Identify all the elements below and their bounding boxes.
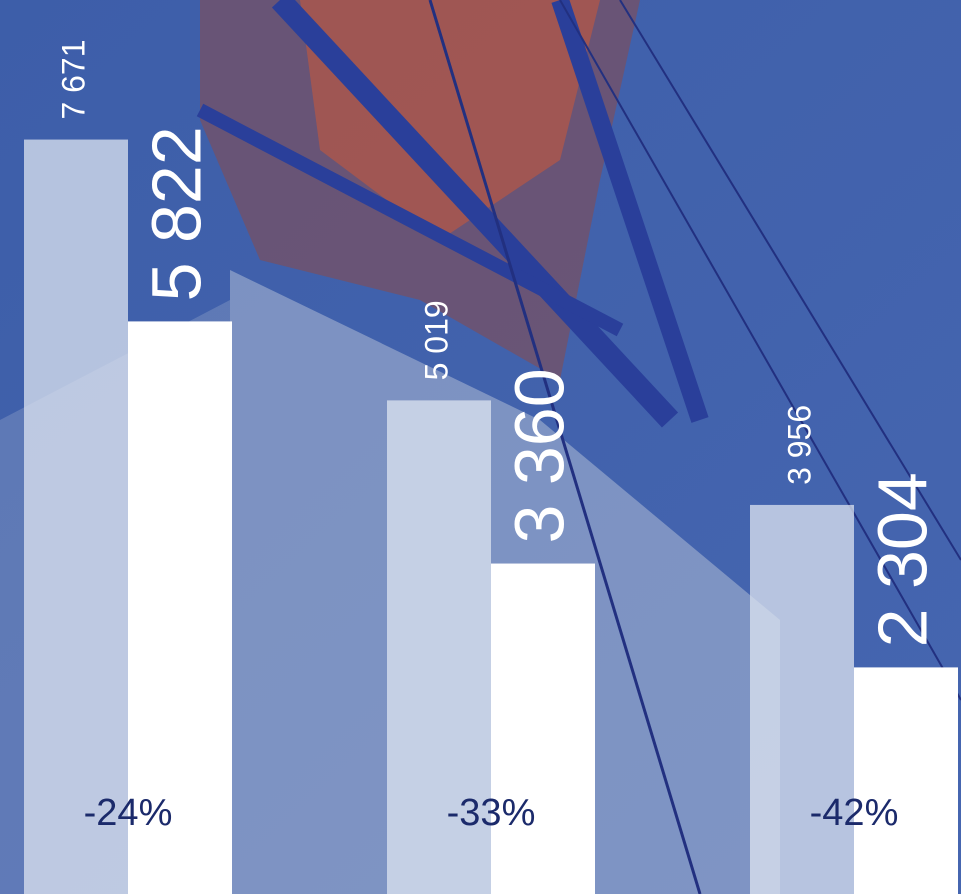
bar (491, 563, 595, 894)
change-label: -42% (810, 792, 899, 834)
bar (750, 504, 854, 894)
value-label: 5 019 (418, 300, 454, 380)
bar (128, 321, 232, 894)
value-label: 3 956 (781, 405, 817, 485)
bar (387, 400, 491, 894)
change-label: -24% (84, 792, 173, 834)
value-label: 7 671 (55, 39, 91, 119)
value-label: 5 822 (137, 126, 215, 301)
change-label: -33% (447, 792, 536, 834)
bar (24, 139, 128, 894)
bar (854, 667, 958, 894)
value-label: 2 304 (863, 472, 941, 647)
value-label: 3 360 (500, 368, 578, 543)
